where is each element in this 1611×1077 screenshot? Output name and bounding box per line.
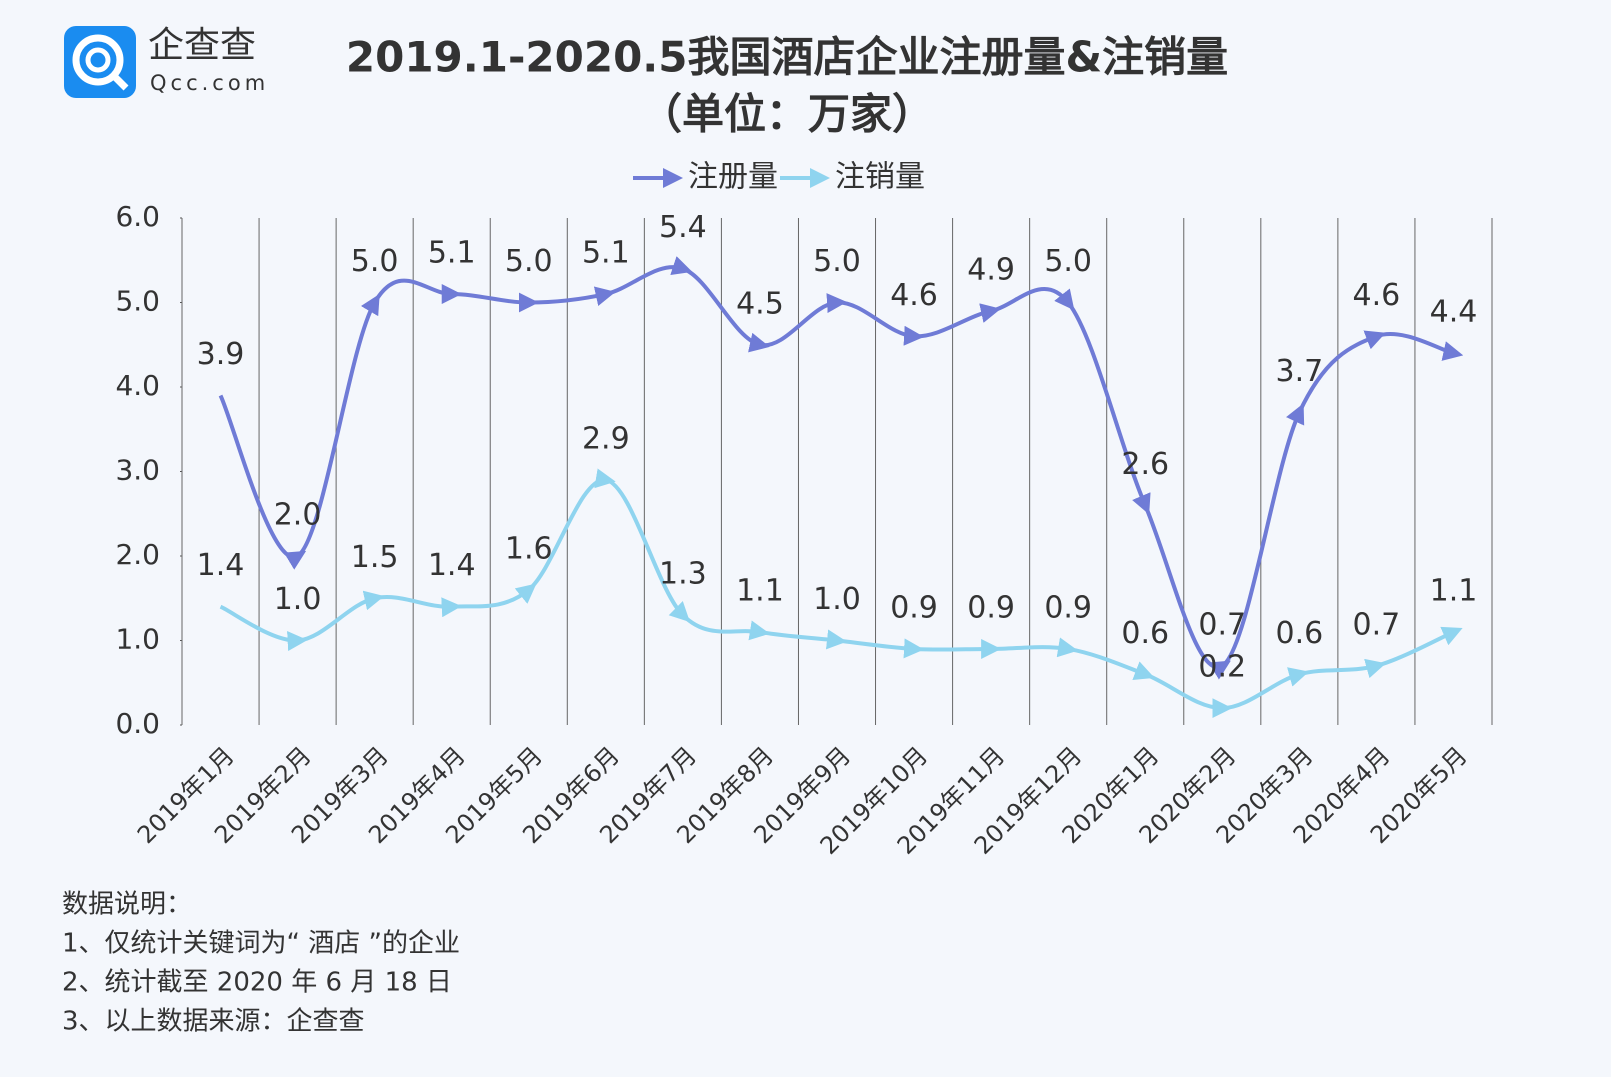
y-tick-label: 3.0 [115, 454, 160, 487]
value-label: 0.2 [1198, 650, 1246, 685]
value-label: 5.0 [813, 244, 861, 279]
value-label: 2.9 [582, 421, 630, 456]
y-tick-label: 2.0 [115, 538, 160, 571]
value-label: 1.0 [813, 582, 861, 617]
value-label: 1.6 [505, 531, 553, 566]
value-label: 0.9 [1044, 590, 1092, 625]
y-tick-label: 0.0 [115, 707, 160, 740]
value-label: 0.6 [1121, 616, 1169, 651]
value-label: 1.0 [274, 582, 322, 617]
series-line [219, 468, 1463, 719]
legend-label: 注销量 [835, 160, 925, 195]
note-line: 2、统计截至 2020 年 6 月 18 日 [62, 968, 452, 998]
legend-label: 注册量 [688, 160, 778, 195]
value-label: 0.6 [1275, 616, 1323, 651]
note-line: 1、仅统计关键词为“ 酒店 ”的企业 [62, 929, 460, 959]
value-label: 1.1 [736, 574, 784, 609]
value-label: 1.3 [659, 557, 707, 592]
value-label: 2.6 [1121, 447, 1169, 482]
value-label: 0.9 [967, 590, 1015, 625]
y-tick-label: 4.0 [115, 369, 160, 402]
chart-title: 2019.1-2020.5我国酒店企业注册量&注销量 [346, 33, 1228, 82]
value-label: 4.9 [967, 252, 1015, 287]
value-label: 4.5 [736, 286, 784, 321]
value-label: 4.4 [1430, 295, 1478, 330]
chart-subtitle: （单位：万家） [640, 90, 934, 139]
value-label: 2.0 [274, 498, 322, 533]
value-label: 4.6 [890, 278, 938, 313]
logo-ring [85, 47, 111, 73]
note-line: 数据说明： [62, 890, 192, 920]
logo-tail [109, 71, 129, 91]
value-label: 0.7 [1353, 607, 1401, 642]
logo-domain: Qcc.com [150, 71, 269, 95]
value-label: 5.1 [428, 236, 476, 271]
value-label: 5.0 [505, 244, 553, 279]
value-label: 5.4 [659, 210, 707, 245]
logo: 企查查 Qcc.com [64, 25, 269, 98]
y-tick-label: 5.0 [115, 285, 160, 318]
value-label: 0.9 [890, 590, 938, 625]
value-label: 0.7 [1198, 607, 1246, 642]
y-tick-label: 1.0 [115, 623, 160, 656]
value-label: 5.1 [582, 236, 630, 271]
logo-name: 企查查 [148, 25, 256, 66]
value-label: 1.1 [1430, 574, 1478, 609]
value-label: 1.4 [197, 548, 245, 583]
value-label: 5.0 [351, 244, 399, 279]
note-line: 3、以上数据来源：企查查 [62, 1007, 365, 1037]
value-label: 3.7 [1275, 354, 1323, 389]
value-label: 3.9 [197, 337, 245, 372]
y-tick-label: 6.0 [115, 200, 160, 233]
value-label: 4.6 [1353, 278, 1401, 313]
value-label: 1.5 [351, 540, 399, 575]
value-label: 1.4 [428, 548, 476, 583]
value-label: 5.0 [1044, 244, 1092, 279]
logo-ring [72, 34, 124, 86]
